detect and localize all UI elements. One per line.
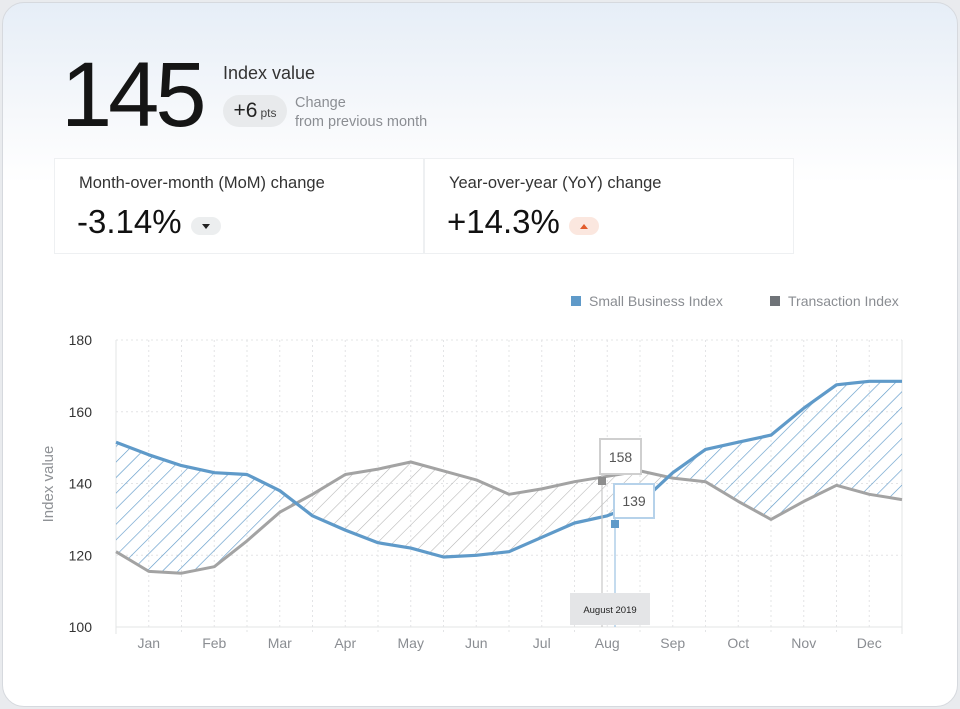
mom-label: Month-over-month (MoM) change xyxy=(79,174,325,192)
x-tick-label: Apr xyxy=(334,635,356,651)
legend-transaction[interactable]: Transaction Index xyxy=(770,293,899,309)
x-tick-label: Jul xyxy=(533,635,551,651)
x-axis: Jan Feb Mar Apr May Jun Jul Aug Sep Oct Nov Dec xyxy=(137,635,881,651)
yoy-card: Year-over-year (YoY) change +14.3% xyxy=(424,158,794,254)
chart-tooltip: 158 139 August 2019 xyxy=(570,438,655,627)
caret-up-icon xyxy=(580,223,588,229)
x-tick-label: Aug xyxy=(595,635,620,651)
yoy-trend-badge xyxy=(569,217,599,235)
y-tick-label: 180 xyxy=(69,332,93,348)
tooltip-box-small-business xyxy=(613,483,655,519)
legend-label-transaction: Transaction Index xyxy=(788,293,899,309)
y-tick-label: 100 xyxy=(69,619,93,635)
mom-value: -3.14% xyxy=(77,203,182,240)
change-unit: pts xyxy=(260,105,277,120)
line-chart: 100 120 140 160 180 Jan Feb Mar Apr May Jun Jul Aug… xyxy=(40,332,903,651)
x-tick-label: Jun xyxy=(465,635,488,651)
x-tick-label: Sep xyxy=(660,635,685,651)
legend-swatch-transaction xyxy=(770,296,780,306)
change-description: Change from previous month xyxy=(295,94,427,132)
x-tick-label: Feb xyxy=(202,635,226,651)
index-value: 145 xyxy=(61,44,206,146)
yoy-label: Year-over-year (YoY) change xyxy=(449,174,662,192)
x-tick-label: Oct xyxy=(727,635,749,651)
x-tick-label: Dec xyxy=(857,635,882,651)
change-badge: +6 pts xyxy=(223,95,287,127)
legend-label-small-business: Small Business Index xyxy=(589,293,723,309)
y-tick-label: 120 xyxy=(69,547,93,563)
mom-card: Month-over-month (MoM) change -3.14% xyxy=(54,158,424,254)
series-lines xyxy=(115,379,903,575)
legend-small-business[interactable]: Small Business Index xyxy=(571,293,723,309)
change-text-line2: from previous month xyxy=(295,114,428,130)
y-tick-label: 140 xyxy=(69,476,93,492)
x-tick-label: Nov xyxy=(791,635,816,651)
tooltip-value-small-business: 139 xyxy=(622,493,646,509)
y-axis: 100 120 140 160 180 xyxy=(69,332,93,635)
change-text-line1: Change xyxy=(295,95,346,111)
y-axis-label: Index value xyxy=(40,446,57,523)
legend-swatch-small-business xyxy=(571,296,581,306)
tooltip-date-box xyxy=(570,593,650,625)
tooltip-box-transaction xyxy=(599,438,642,475)
series-line-small-business xyxy=(115,379,902,559)
tooltip-value-transaction: 158 xyxy=(609,449,633,465)
index-value-label: Index value xyxy=(223,63,316,83)
difference-fills xyxy=(116,381,902,574)
caret-down-icon xyxy=(202,223,210,229)
yoy-value: +14.3% xyxy=(447,203,560,240)
x-tick-label: May xyxy=(398,635,424,651)
y-tick-label: 160 xyxy=(69,404,93,420)
tooltip-marker-transaction xyxy=(598,477,606,485)
series-line-transaction xyxy=(115,460,903,575)
tooltip-marker-small-business xyxy=(611,520,619,528)
x-tick-label: Jan xyxy=(137,635,160,651)
change-value: +6 xyxy=(233,99,258,122)
mom-trend-badge xyxy=(191,217,221,235)
tooltip-date: August 2019 xyxy=(583,605,636,616)
x-tick-label: Mar xyxy=(268,635,292,651)
